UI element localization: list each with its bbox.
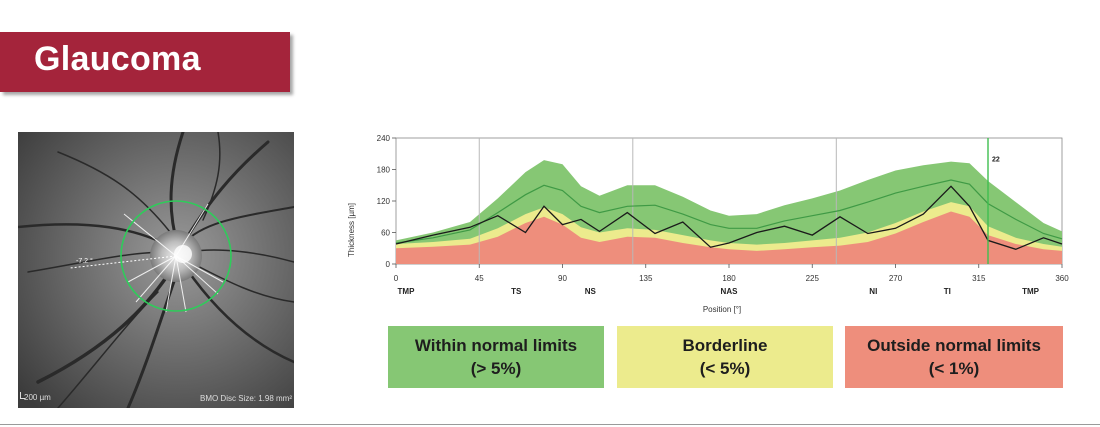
x-tick-label: 90 xyxy=(558,274,567,283)
legend-within-normal: Within normal limits (> 5%) xyxy=(388,326,604,388)
legend-outside-normal-label: Outside normal limits xyxy=(867,336,1041,355)
legend-within-normal-label: Within normal limits xyxy=(414,336,578,355)
x-tick-label: 0 xyxy=(394,274,399,283)
sector-label: TI xyxy=(944,287,951,296)
patient-line xyxy=(395,185,1063,250)
scale-bar-icon xyxy=(20,392,25,399)
legend-outside-normal-sublabel: (< 1%) xyxy=(928,359,980,378)
legend-borderline-sublabel: (< 5%) xyxy=(699,359,751,378)
marker-label: 22 xyxy=(992,157,1000,164)
x-tick-label: 45 xyxy=(475,274,484,283)
page-title: Glaucoma xyxy=(34,40,201,78)
footer-divider xyxy=(0,424,1100,425)
legend-borderline-label: Borderline xyxy=(682,336,768,355)
sector-label: NS xyxy=(585,287,597,296)
x-tick-label: 180 xyxy=(722,274,736,283)
scale-label: 200 µm xyxy=(24,393,51,402)
sector-label: NI xyxy=(869,287,877,296)
x-tick-label: 135 xyxy=(639,274,653,283)
y-tick-label: 60 xyxy=(381,229,390,238)
y-axis-title: Thickness [µm] xyxy=(347,203,356,257)
mean-line xyxy=(395,179,1063,244)
y-tick-label: 240 xyxy=(377,134,391,143)
x-tick-label: 225 xyxy=(806,274,820,283)
reference-line xyxy=(69,255,177,269)
angle-label: -7.2 ° xyxy=(76,258,93,265)
legend-outside-normal: Outside normal limits (< 1%) xyxy=(845,326,1063,388)
y-tick-label: 120 xyxy=(377,197,391,206)
sector-label: TMP xyxy=(398,287,416,296)
y-tick-label: 0 xyxy=(386,260,391,269)
sector-label: TMP xyxy=(1022,287,1040,296)
x-axis-title: Position [°] xyxy=(703,305,741,314)
fundus-image xyxy=(18,132,294,408)
thickness-chart: Thickness [µm] Position [°] 0 60 120 180 240… xyxy=(347,134,1069,314)
x-tick-label: 270 xyxy=(889,274,903,283)
legend-borderline: Borderline (< 5%) xyxy=(617,326,833,388)
x-tick-label: 315 xyxy=(972,274,986,283)
legend-within-normal-sublabel: (> 5%) xyxy=(470,359,522,378)
bmo-disc-size: BMO Disc Size: 1.98 mm² xyxy=(199,394,292,403)
sector-label: TS xyxy=(511,287,522,296)
x-tick-label: 360 xyxy=(1055,274,1069,283)
y-tick-label: 180 xyxy=(377,166,391,175)
scan-circle xyxy=(120,200,232,312)
title-banner: Glaucoma xyxy=(0,32,290,92)
sector-label: NAS xyxy=(721,287,739,296)
